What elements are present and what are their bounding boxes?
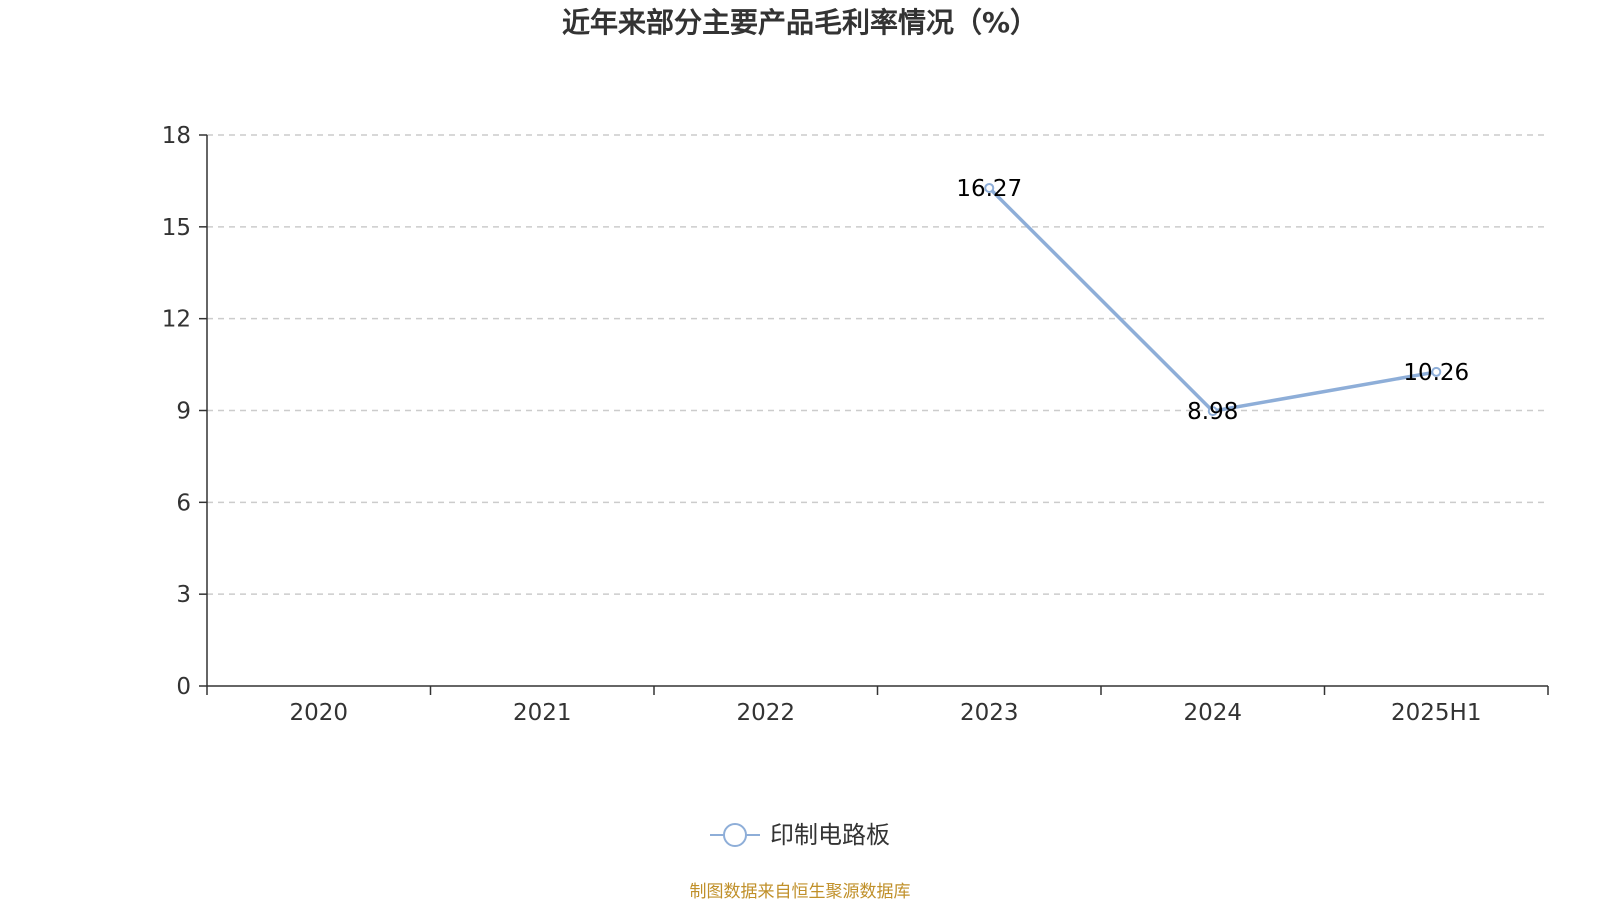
y-tick-label: 9 [176,399,191,425]
x-tick-label: 2023 [960,700,1019,726]
y-tick-label: 6 [176,490,191,516]
legend-label: 印制电路板 [770,821,890,849]
data-label: 10.26 [1403,360,1469,386]
chart-title: 近年来部分主要产品毛利率情况（%） [561,6,1039,39]
y-tick-label: 18 [162,123,191,149]
y-tick-label: 0 [176,674,191,700]
legend-item[interactable]: 印制电路板 [710,820,890,850]
gridlines [207,134,1548,595]
x-tick-label: 2025H1 [1391,700,1481,726]
data-point[interactable] [984,182,995,193]
data-label: 16.27 [956,176,1022,202]
y-tick-label: 12 [162,307,191,333]
y-tick-label: 3 [176,582,191,608]
axes: 0 3 6 9 12 15 18 2020 2021 2022 2023 2024 2025H1 [162,123,1549,726]
y-tick-label: 15 [162,215,191,241]
data-point[interactable] [1431,366,1442,377]
data-point[interactable] [1207,406,1218,417]
legend-line-marker-icon [710,823,760,847]
legend: 印制电路板 [0,820,1600,850]
x-tick-label: 2022 [736,700,795,726]
data-labels: 16.27 8.98 10.26 [956,176,1469,425]
x-tick-label: 2020 [289,700,348,726]
series-line [988,186,1437,413]
x-tick-label: 2021 [513,700,572,726]
data-label: 8.98 [1187,399,1238,425]
series-layer [984,182,1442,417]
source-note: 制图数据来自恒生聚源数据库 [689,882,911,902]
x-tick-label: 2024 [1183,700,1242,726]
